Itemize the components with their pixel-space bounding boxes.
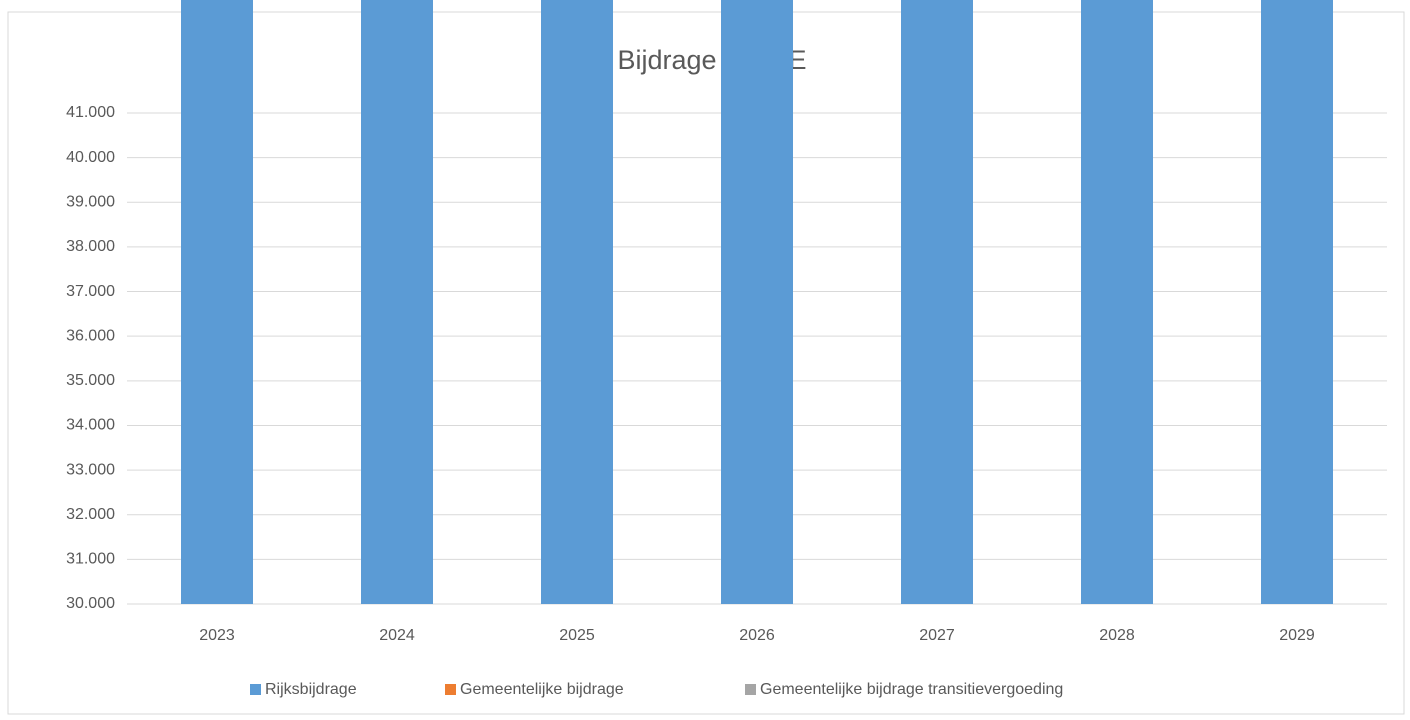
y-tick-label: 40.000 xyxy=(66,149,115,166)
x-tick-label: 2028 xyxy=(1099,627,1135,644)
x-tick-label: 2029 xyxy=(1279,627,1315,644)
bar-segment xyxy=(721,0,793,604)
x-tick-label: 2027 xyxy=(919,627,955,644)
y-tick-label: 37.000 xyxy=(66,283,115,300)
y-tick-label: 31.000 xyxy=(66,551,115,568)
legend-label: Rijksbijdrage xyxy=(265,681,357,698)
x-tick-label: 2026 xyxy=(739,627,775,644)
legend-swatch xyxy=(445,684,456,695)
legend-label: Gemeentelijke bijdrage transitievergoedi… xyxy=(760,681,1063,698)
y-tick-label: 35.000 xyxy=(66,372,115,389)
bar-segment xyxy=(901,0,973,604)
y-tick-label: 36.000 xyxy=(66,327,115,344)
y-tick-label: 41.000 xyxy=(66,104,115,121)
legend-label: Gemeentelijke bijdrage xyxy=(460,681,624,698)
bar-segment xyxy=(181,0,253,604)
y-tick-label: 32.000 xyxy=(66,506,115,523)
bar-segment xyxy=(1081,0,1153,604)
y-tick-label: 30.000 xyxy=(66,595,115,612)
x-tick-label: 2025 xyxy=(559,627,595,644)
legend-swatch xyxy=(745,684,756,695)
bar-segment xyxy=(361,0,433,604)
bar-segment xyxy=(1261,0,1333,604)
y-tick-label: 33.000 xyxy=(66,461,115,478)
legend-swatch xyxy=(250,684,261,695)
y-tick-label: 39.000 xyxy=(66,193,115,210)
x-tick-label: 2023 xyxy=(199,627,235,644)
y-tick-label: 34.000 xyxy=(66,417,115,434)
x-tick-label: 2024 xyxy=(379,627,415,644)
bar-segment xyxy=(541,0,613,604)
y-tick-label: 38.000 xyxy=(66,238,115,255)
